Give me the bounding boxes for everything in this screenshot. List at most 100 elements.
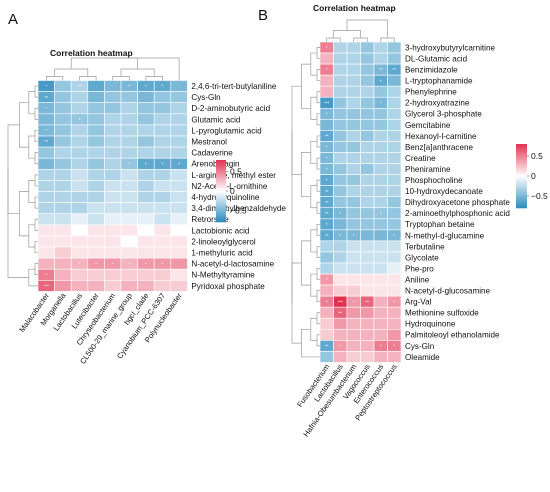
row-label: 2-aminoethylphosphonic acid (405, 209, 510, 218)
row-label: Phe-pro (405, 264, 434, 273)
heatmap-cell (319, 85, 334, 98)
heatmap-cell (170, 191, 188, 203)
significance-mark: ** (325, 343, 329, 348)
significance-mark: * (380, 211, 382, 216)
legend-swatch (216, 177, 226, 179)
heatmap-cell (360, 207, 375, 220)
heatmap-cell (54, 224, 72, 237)
heatmap-cell (37, 113, 55, 126)
legend-swatch (516, 184, 527, 186)
row-label: 2-linoleoylglycerol (191, 237, 256, 246)
row-label: 10-hydroxydecanoate (405, 187, 483, 196)
heatmap-cell (54, 146, 72, 159)
heatmap-cell (333, 328, 348, 341)
heatmap-cell (153, 213, 172, 226)
heatmap-cell (87, 91, 105, 103)
row-label: D-2-aminobutyric acid (191, 104, 270, 113)
heatmap-cell (120, 246, 138, 259)
heatmap-cell (87, 80, 105, 92)
heatmap-cell (373, 185, 388, 197)
legend-swatch (516, 200, 527, 202)
heatmap-cell (373, 85, 388, 98)
heatmap-cell (360, 185, 375, 197)
heatmap-cell (373, 317, 388, 330)
heatmap-cell (333, 218, 348, 231)
heatmap-cell (346, 163, 361, 175)
legend-swatch (516, 156, 527, 159)
row-label: 3-hydroxybutyrylcarnitine (405, 43, 495, 52)
panel-b-letter: B (258, 7, 268, 24)
heatmap-cell (104, 246, 122, 259)
heatmap-cell (319, 119, 334, 131)
row-label: Glutamic acid (191, 115, 240, 124)
heatmap-cell (373, 251, 388, 264)
heatmap-cell (333, 141, 348, 153)
row-label: Arg-Val (405, 298, 432, 307)
row-label: Cys-Gln (405, 342, 434, 351)
heatmap-cell (333, 74, 348, 87)
panel-b-column-labels: FusobacteriumLactobacillusHafnia-Obesumb… (295, 362, 399, 438)
heatmap-cell (104, 113, 122, 126)
heatmap-cell (387, 163, 402, 175)
heatmap-cell (319, 52, 334, 65)
heatmap-cell (120, 180, 138, 192)
heatmap-cell (153, 113, 172, 126)
heatmap-cell (37, 235, 55, 248)
significance-mark: * (326, 167, 328, 172)
legend-swatch (216, 200, 226, 203)
heatmap-cell (170, 113, 188, 126)
heatmap-cell (87, 135, 105, 148)
row-label: DL-Glutamic acid (405, 54, 467, 63)
legend-swatch (216, 209, 226, 212)
panel-a: A Correlation heatmap * ** * * ********* * * **… (7, 11, 286, 366)
heatmap-cell (360, 152, 375, 164)
legend-swatch (216, 208, 226, 210)
legend-swatch (516, 195, 527, 198)
heatmap-cell (153, 246, 172, 259)
legend-swatch (516, 176, 527, 178)
heatmap-cell (346, 207, 361, 220)
legend-swatch (216, 211, 226, 213)
heatmap-cell (54, 257, 72, 270)
heatmap-cell (70, 235, 89, 248)
heatmap-cell (360, 351, 375, 363)
heatmap-cell (333, 52, 348, 65)
heatmap-cell (54, 279, 72, 292)
legend-swatch (216, 215, 226, 218)
panel-a-letter: A (8, 11, 18, 28)
heatmap-cell (346, 306, 361, 319)
significance-mark: ** (325, 200, 329, 205)
heatmap-cell (70, 246, 89, 259)
heatmap-cell (120, 124, 138, 137)
heatmap-cell (360, 317, 375, 330)
legend-tick-label: 0 (531, 171, 536, 181)
heatmap-cell (387, 185, 402, 197)
heatmap-cell (54, 102, 72, 115)
heatmap-cell (170, 169, 188, 181)
row-label: Cadaverine (191, 149, 233, 158)
heatmap-cell (346, 340, 361, 352)
significance-mark: * (178, 161, 180, 166)
row-label: 3,4-dimethylbenzaldehyde (191, 204, 286, 213)
heatmap-cell (87, 169, 105, 181)
heatmap-cell (70, 124, 89, 137)
heatmap-cell (104, 202, 122, 215)
heatmap-cell (387, 74, 402, 87)
significance-mark: * (326, 277, 328, 282)
significance-mark: * (353, 299, 355, 304)
row-label: Gemcitabine (405, 121, 451, 130)
heatmap-cell (104, 180, 122, 192)
heatmap-cell (104, 191, 122, 203)
heatmap-cell (170, 124, 188, 137)
significance-mark: * (128, 261, 130, 266)
legend-swatch (216, 169, 226, 172)
legend-tick-label: 0 (230, 186, 235, 196)
heatmap-cell (360, 119, 375, 131)
heatmap-cell (137, 180, 155, 192)
significance-mark: * (339, 343, 341, 348)
heatmap-cell (346, 130, 361, 142)
significance-mark: *** (44, 283, 50, 288)
heatmap-cell (387, 119, 402, 131)
heatmap-cell (387, 141, 402, 153)
heatmap-cell (346, 96, 361, 109)
